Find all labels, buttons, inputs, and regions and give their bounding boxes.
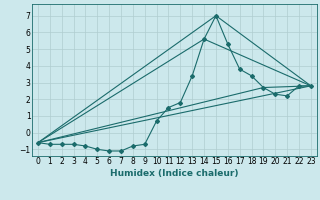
X-axis label: Humidex (Indice chaleur): Humidex (Indice chaleur) [110,169,239,178]
